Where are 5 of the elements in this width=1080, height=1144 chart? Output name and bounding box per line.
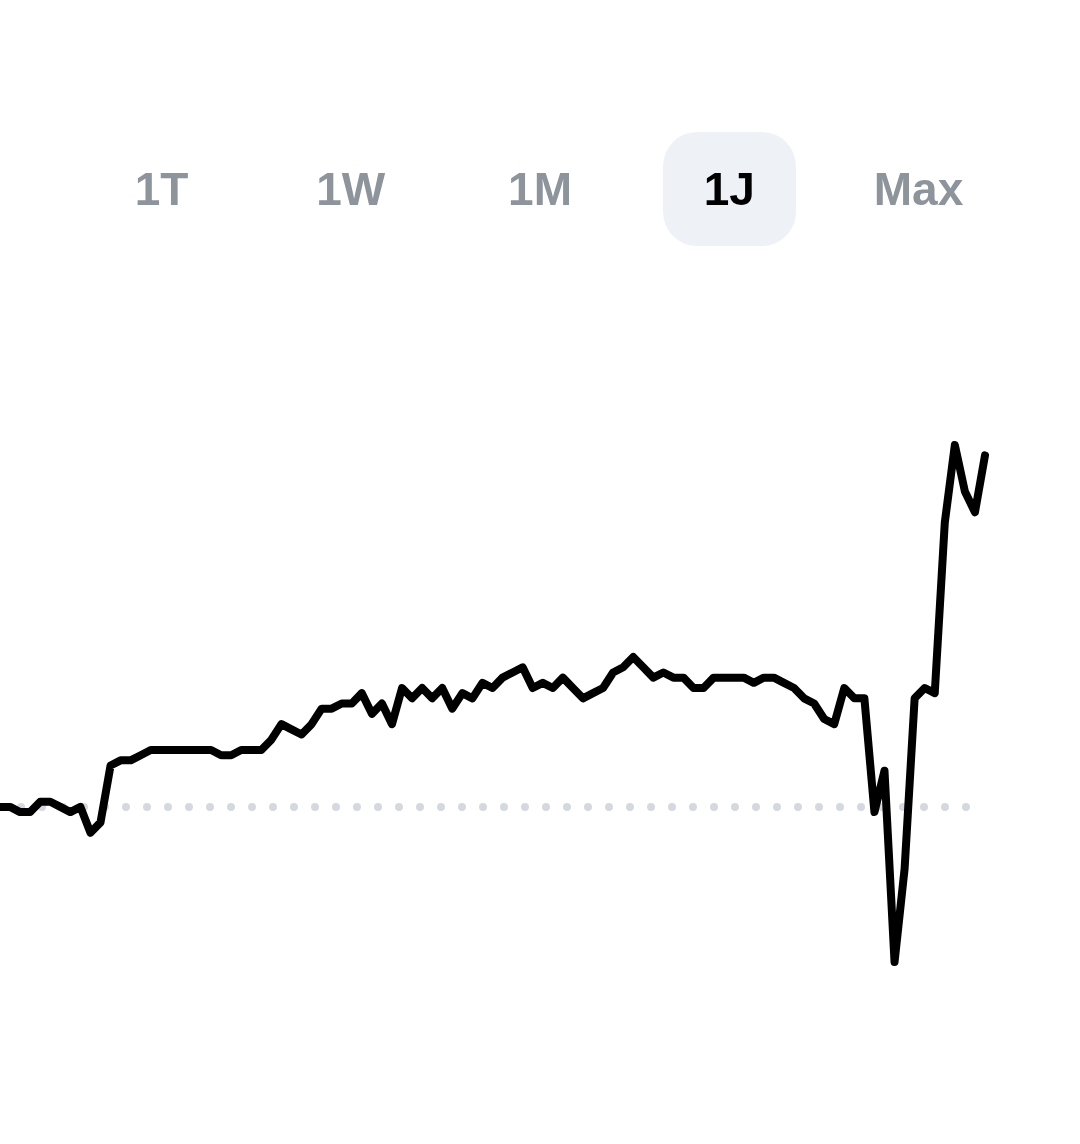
text: 1M <box>507 162 573 217</box>
text: Max <box>872 162 965 217</box>
text: 1T <box>133 162 190 217</box>
text: 1J <box>662 132 796 246</box>
text: 1W <box>315 162 387 217</box>
